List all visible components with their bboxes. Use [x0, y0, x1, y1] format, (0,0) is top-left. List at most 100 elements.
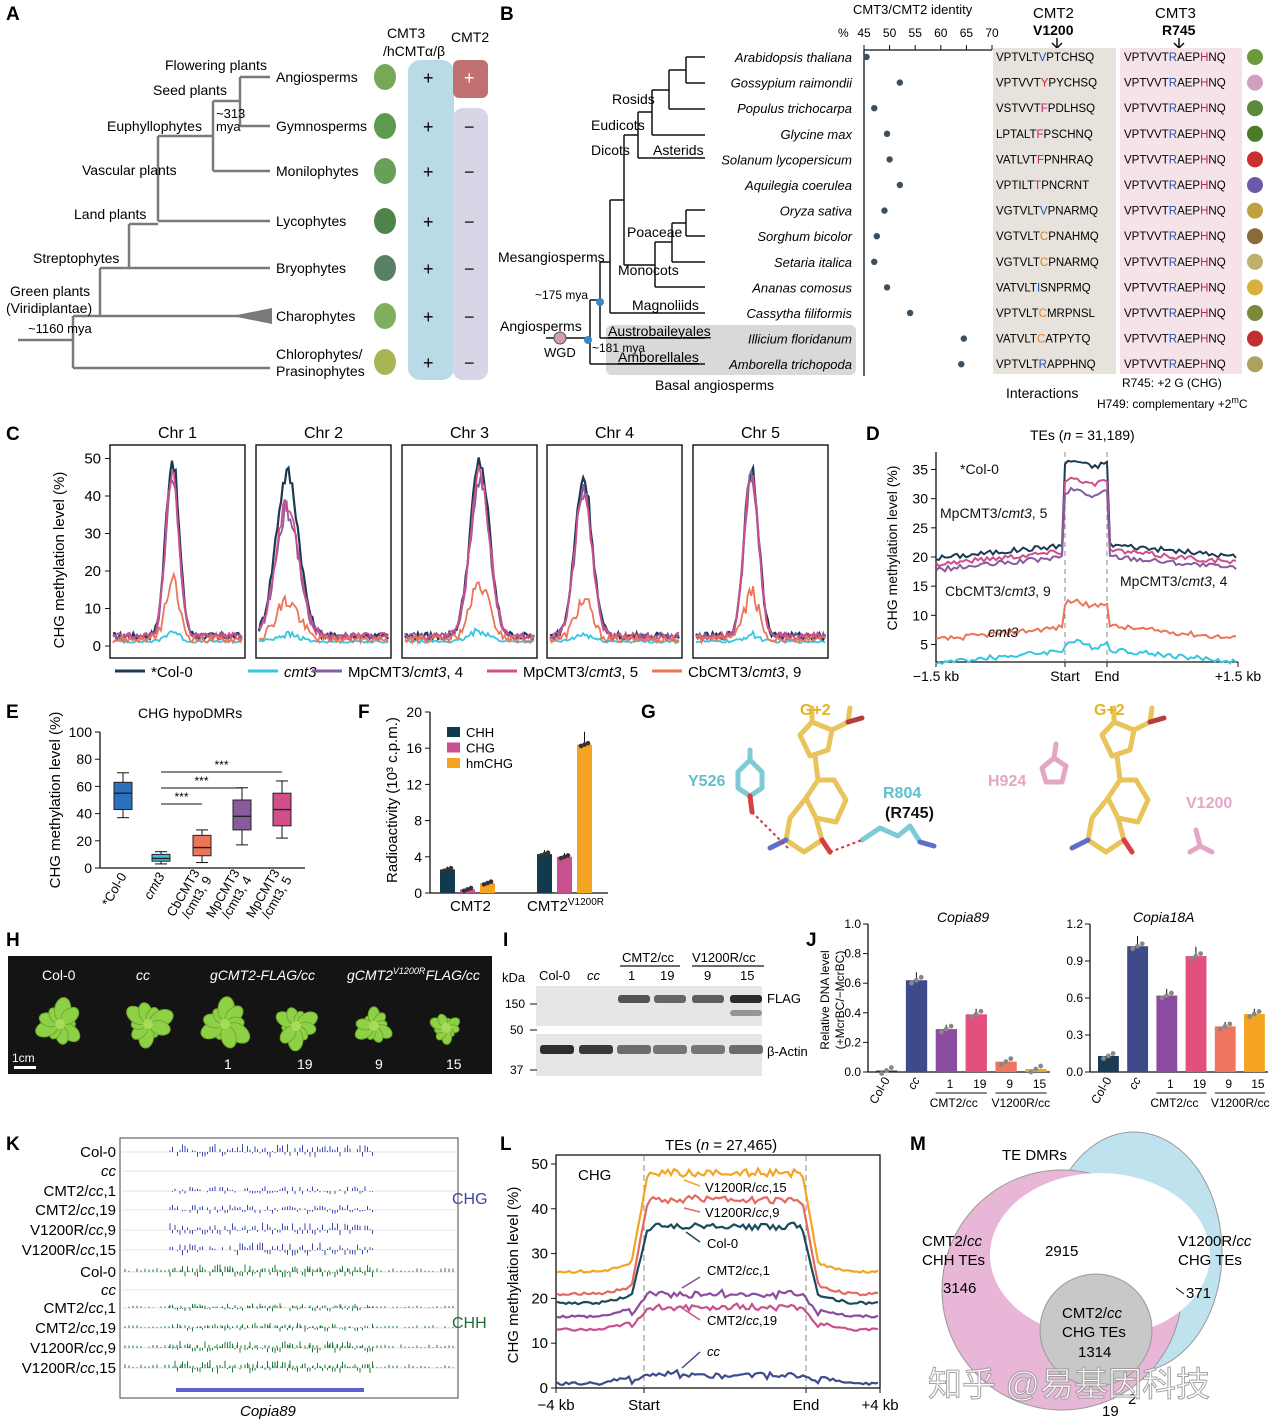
l-line-4	[557, 1302, 879, 1332]
panel-label-m: M	[910, 1134, 926, 1155]
j-yticklabel-copia18a-0.6: 0.6	[1066, 991, 1083, 1005]
j-yticklabel-copia18a-0.9: 0.9	[1066, 954, 1083, 968]
h-scale-label: 1cm	[12, 1051, 35, 1065]
c-plot-2: Chr 2	[255, 425, 392, 659]
l-yticklabel-10: 10	[531, 1335, 548, 1352]
b-footer-h749: H749: complementary +2mC	[1097, 395, 1248, 411]
l-series-label-4: CMT2/cc,19	[707, 1313, 777, 1328]
i-actin-band-2	[617, 1045, 651, 1054]
i-marker-50: 50	[510, 1023, 524, 1037]
j-dot-copia18a-4-2	[1227, 1021, 1233, 1027]
c-yticklabel-40: 40	[84, 488, 101, 505]
l-frame	[555, 1154, 881, 1389]
l-label-arrow-4	[681, 1307, 701, 1321]
panel-e: E CHG hypoDMRs CHG methylation level (%)…	[6, 702, 305, 927]
f-dot-0-1-0	[461, 888, 467, 894]
j-xlabel-copia89-1: cc	[905, 1075, 923, 1092]
j-dot-copia89-2-0	[939, 1029, 944, 1035]
e-yticklabel-0: 0	[84, 860, 92, 876]
b-footer-interactions: Interactions	[1006, 385, 1078, 401]
e-box-3	[232, 799, 252, 831]
b-clade-asterids: Asterids	[653, 142, 704, 158]
g-label-y526: Y526	[688, 773, 725, 790]
d-yticklabel-15: 15	[912, 578, 928, 594]
c-plot-frame-3	[401, 444, 538, 659]
a-col-header-cmt3-line1: CMT3	[387, 25, 425, 41]
i-bands	[540, 995, 763, 1054]
b-identity-dot-2	[871, 105, 878, 112]
b-cmt3-seq-0: VPTVVTRAEPHNQ	[1124, 52, 1226, 64]
j-yticklabel-copia18a-1.2: 1.2	[1066, 917, 1083, 931]
a-cmt2-mark-6: −	[464, 353, 475, 373]
panel-label-i: I	[503, 930, 508, 951]
d-title: TEs (n = 31,189)	[1030, 427, 1135, 443]
a-charophyte-wedge	[232, 308, 272, 324]
f-dot-0-1-1	[465, 887, 470, 892]
b-axis-title: CMT3/CMT2 identity	[853, 2, 973, 17]
h-rosette-center-4	[369, 1021, 379, 1031]
k-tracks: Col-0ccCMT2/cc,1CMT2/cc,19V1200R/cc,9V12…	[22, 1144, 456, 1377]
f-dot-0-0-0	[441, 868, 447, 874]
f-yticklabel-8: 8	[414, 813, 422, 829]
c-plot-frame-1	[109, 444, 246, 659]
f-legend-swatch-1	[447, 742, 460, 753]
j-dot-copia89-4-1	[1003, 1059, 1009, 1065]
a-date-313-2: mya	[216, 119, 241, 134]
c-legend-label-1: cmt3	[284, 664, 317, 681]
a-col-header-cmt2: CMT2	[451, 29, 489, 45]
l-label-arrow-3	[681, 1276, 701, 1289]
b-species-7: Sorghum bicolor	[757, 229, 852, 244]
h-rosette-3	[275, 1007, 318, 1052]
watermark: 知乎 @易基因科技	[928, 1366, 1210, 1404]
i-actin-band-0	[540, 1045, 574, 1054]
b-identity-dot-9	[883, 284, 891, 291]
c-legend-label-4: CbCMT3/cmt3, 9	[688, 664, 801, 681]
j-dot-copia18a-2-1	[1164, 993, 1170, 998]
j-bar-copia89-2	[935, 1029, 958, 1072]
e-box-2	[192, 834, 212, 857]
c-line-4-series-3	[549, 492, 680, 642]
b-clade-amborellales: Amborellales	[618, 349, 699, 365]
d-yticklabel-5: 5	[920, 637, 928, 653]
i-lane-cc: cc	[587, 968, 601, 983]
d-line-0	[935, 459, 1237, 561]
j-dot-copia18a-2-2	[1169, 990, 1174, 996]
h-rosette-center-1	[143, 1019, 153, 1029]
d-yticklabel-35: 35	[912, 462, 928, 478]
j-dot-copia89-1-2	[918, 974, 924, 980]
j-yticklabel-copia89-0.4: 0.4	[844, 1006, 861, 1020]
l-xticklabel-1: Start	[628, 1397, 661, 1414]
k-track-signal-2	[172, 1186, 373, 1195]
f-group-label-1: CMT2V1200R	[527, 897, 604, 915]
panel-m: M TE DMRs CMT2/cc CHH TEs V1200R/cc CHG …	[910, 1131, 1252, 1420]
l-title: TEs (n = 27,465)	[665, 1137, 777, 1154]
b-species-icon-4	[1247, 151, 1263, 168]
b-species-rows: Arabidopsis thaliana VPTVLTVPTCHSQ VPTVVTR…	[721, 49, 1263, 373]
b-identity-dot-5	[896, 181, 904, 189]
i-flag-blot	[536, 986, 762, 1026]
a-cmt2-mark-1: −	[464, 117, 475, 137]
l-label-arrow-1	[683, 1207, 701, 1213]
f-bar-0-2	[480, 883, 495, 893]
j-dot-copia89-3-0	[968, 1014, 974, 1020]
c-title-2: Chr 2	[304, 425, 343, 442]
b-tree	[546, 56, 705, 365]
b-cmt3-seq-2: VPTVVTRAEPHNQ	[1124, 103, 1226, 115]
e-box-0	[113, 781, 133, 811]
f-yticklabel-20: 20	[406, 704, 422, 720]
h-line-15: 15	[446, 1056, 462, 1072]
j-dot-copia18a-3-0	[1188, 956, 1194, 961]
f-yticklabel-16: 16	[406, 740, 422, 756]
b-cmt3-seq-5: VPTVVTRAEPHNQ	[1124, 180, 1226, 192]
panel-label-l: L	[500, 1134, 512, 1155]
a-plant-icon-4	[374, 255, 396, 281]
l-series-label-5: cc	[707, 1344, 721, 1359]
e-xlabel-2: CbCMT3/cmt3, 9	[164, 867, 215, 927]
h-label-gcmt2: gCMT2-FLAG/cc	[210, 967, 315, 983]
b-cmt2-seq-9: VATVLTISNPRMQ	[996, 282, 1091, 294]
j-dot-copia18a-1-1	[1135, 943, 1140, 949]
j-plot-copia18a: 0.0 0.3 0.6 0.9 1.2 Col-0 cc 1 19 9 15 CMT2/cc V1200…	[1066, 917, 1269, 1110]
e-title: CHG hypoDMRs	[138, 705, 242, 721]
b-cmt3-seq-10: VPTVVTRAEPHNQ	[1124, 308, 1226, 320]
